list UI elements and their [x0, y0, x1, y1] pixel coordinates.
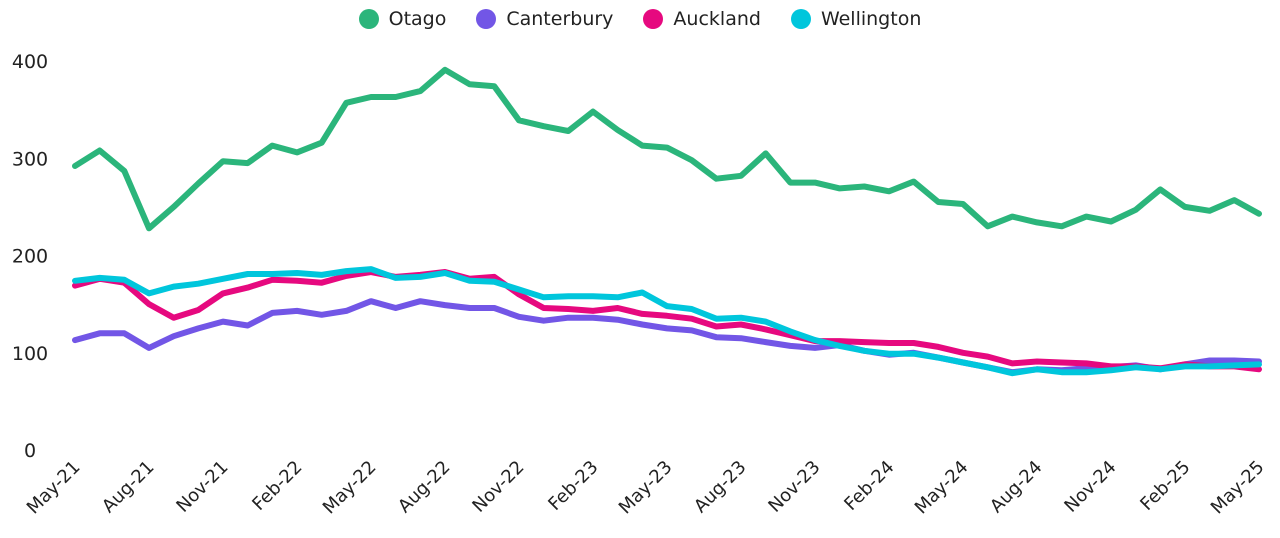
y-tick-label: 300 — [12, 148, 48, 170]
legend: Otago Canterbury Auckland Wellington — [0, 8, 1280, 30]
x-tick-label: Nov-24 — [1060, 457, 1120, 517]
y-tick-label: 200 — [12, 246, 48, 268]
legend-item-auckland[interactable]: Auckland — [643, 8, 761, 30]
x-tick-label: Aug-23 — [690, 457, 750, 517]
x-tick-label: Feb-25 — [1136, 457, 1194, 515]
x-tick-label: Nov-23 — [764, 457, 824, 517]
series-line-wellington — [72, 266, 1262, 377]
legend-marker-otago — [358, 9, 379, 29]
legend-label: Auckland — [673, 8, 761, 30]
x-tick-label: Aug-24 — [986, 457, 1046, 517]
x-tick-label: Nov-22 — [468, 457, 528, 517]
y-tick-label: 400 — [12, 51, 48, 73]
legend-marker-auckland — [643, 9, 664, 29]
legend-item-wellington[interactable]: Wellington — [790, 8, 922, 30]
x-tick-label: Feb-24 — [840, 457, 898, 515]
x-tick-label: Feb-22 — [248, 457, 306, 515]
y-tick-label: 0 — [24, 440, 36, 462]
x-tick-label: May-24 — [911, 457, 973, 519]
legend-item-canterbury[interactable]: Canterbury — [476, 8, 613, 30]
x-tick-label: May-23 — [615, 457, 677, 519]
x-tick-label: Nov-21 — [172, 457, 232, 517]
legend-item-otago[interactable]: Otago — [358, 8, 447, 30]
legend-marker-canterbury — [476, 9, 497, 29]
legend-label: Canterbury — [506, 8, 614, 30]
x-tick-label: May-21 — [23, 457, 85, 519]
series-line-otago — [72, 66, 1262, 232]
legend-label: Wellington — [820, 8, 922, 30]
legend-marker-wellington — [790, 9, 811, 29]
x-tick-label: May-25 — [1207, 457, 1269, 519]
series-line-auckland — [72, 269, 1262, 373]
x-tick-label: May-22 — [319, 457, 381, 519]
x-tick-label: Aug-21 — [98, 457, 158, 517]
legend-label: Otago — [388, 8, 447, 30]
y-tick-label: 100 — [12, 343, 48, 365]
x-tick-label: Feb-23 — [544, 457, 602, 515]
x-tick-label: Aug-22 — [394, 457, 454, 517]
